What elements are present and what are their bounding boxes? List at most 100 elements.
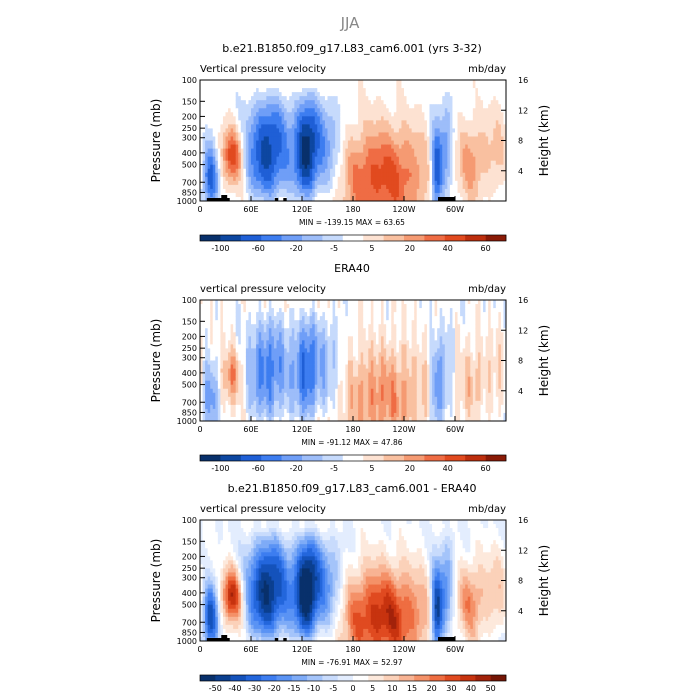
heatmap-cell (271, 188, 275, 194)
heatmap-cell (291, 160, 295, 166)
heatmap-cell (200, 92, 203, 97)
heatmap-cell (368, 136, 372, 141)
heatmap-cell (386, 120, 390, 125)
heatmap-cell (485, 176, 489, 182)
heatmap-cell (388, 164, 392, 170)
heatmap-cell (205, 384, 209, 390)
heatmap-cell (457, 120, 461, 125)
heatmap-cell (500, 80, 504, 85)
heatmap-cell (498, 116, 502, 121)
heatmap-cell (266, 116, 270, 121)
heatmap-cell (268, 184, 272, 190)
heatmap-cell (281, 160, 285, 166)
heatmap-cell (281, 392, 285, 398)
heatmap-cell (401, 136, 405, 141)
heatmap-cell (360, 120, 364, 125)
heatmap-cell (240, 336, 244, 341)
heatmap-cell (210, 164, 214, 170)
heatmap-cell (299, 392, 303, 398)
heatmap-cell (276, 180, 280, 186)
heatmap-cell (327, 136, 331, 141)
heatmap-cell (294, 116, 298, 121)
heatmap-cell (243, 172, 247, 178)
heatmap-cell (350, 180, 354, 186)
heatmap-cell (416, 140, 420, 145)
heatmap-cell (406, 192, 410, 198)
heatmap-cell (279, 156, 282, 162)
heatmap-cell (245, 88, 249, 93)
heatmap-cell (432, 176, 435, 182)
heatmap-cell (222, 312, 226, 317)
heatmap-cell (210, 400, 214, 406)
heatmap-cell (319, 100, 323, 105)
heatmap-cell (253, 340, 257, 345)
heatmap-cell (488, 84, 492, 89)
heatmap-cell (444, 192, 448, 198)
heatmap-cell (281, 156, 285, 162)
heatmap-cell (296, 400, 300, 406)
heatmap-cell (235, 104, 239, 109)
heatmap-cell (299, 340, 303, 345)
heatmap-cell (488, 148, 492, 153)
heatmap-cell (396, 120, 400, 125)
heatmap-cell (230, 112, 234, 117)
heatmap-cell (455, 128, 458, 133)
heatmap-cell (444, 128, 448, 133)
heatmap-cell (212, 168, 216, 174)
heatmap-cell (215, 340, 219, 345)
heatmap-cell (503, 88, 507, 93)
heatmap-cell (222, 300, 226, 305)
heatmap-cell (253, 148, 257, 153)
heatmap-cell (279, 88, 282, 93)
heatmap-cell (396, 172, 400, 178)
heatmap-cell (416, 196, 420, 202)
heatmap-cell (289, 132, 293, 137)
heatmap-cell (449, 80, 453, 85)
heatmap-cell (284, 160, 288, 166)
heatmap-cell (324, 180, 328, 186)
heatmap-cell (307, 104, 311, 109)
heatmap-cell (210, 408, 214, 414)
heatmap-cell (332, 156, 336, 162)
heatmap-cell (437, 108, 441, 113)
heatmap-cell (296, 416, 300, 422)
heatmap-cell (398, 164, 402, 170)
heatmap-cell (340, 88, 344, 93)
heatmap-cell (212, 164, 216, 170)
heatmap-cell (207, 148, 211, 153)
heatmap-cell (386, 188, 390, 194)
heatmap-cell (258, 312, 262, 317)
heatmap-cell (228, 356, 231, 361)
heatmap-cell (215, 132, 219, 137)
heatmap-cell (210, 348, 214, 353)
heatmap-cell (207, 100, 211, 105)
heatmap-cell (304, 144, 308, 149)
heatmap-cell (368, 180, 372, 186)
heatmap-cell (368, 112, 372, 117)
heatmap-cell (477, 184, 481, 190)
heatmap-cell (322, 140, 326, 145)
heatmap-cell (245, 368, 249, 373)
heatmap-cell (233, 180, 237, 186)
heatmap-cell (449, 192, 453, 198)
heatmap-cell (452, 160, 456, 166)
heatmap-cell (388, 160, 392, 166)
heatmap-cell (421, 116, 425, 121)
heatmap-cell (251, 352, 254, 357)
heatmap-cell (251, 360, 254, 365)
heatmap-cell (212, 392, 216, 398)
heatmap-cell (256, 136, 260, 141)
heatmap-cell (353, 124, 356, 129)
heatmap-cell (294, 128, 298, 133)
heatmap-cell (200, 316, 203, 321)
heatmap-cell (294, 340, 298, 345)
heatmap-cell (243, 324, 247, 329)
y-tick-label: 200 (182, 112, 197, 121)
heatmap-cell (444, 84, 448, 89)
heatmap-cell (251, 396, 254, 402)
heatmap-cell (302, 356, 305, 361)
heatmap-cell (222, 336, 226, 341)
heatmap-cell (281, 140, 285, 145)
heatmap-cell (419, 124, 423, 129)
